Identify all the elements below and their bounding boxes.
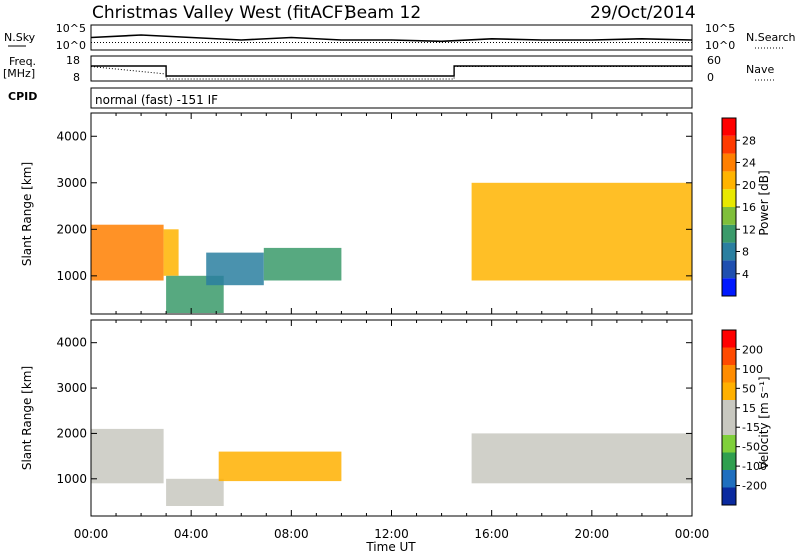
velocity-colorbar-label: Velocity [m s⁻¹] xyxy=(757,376,771,469)
colorbar-tick-label: -200 xyxy=(742,480,767,493)
colorbar-segment xyxy=(722,153,736,172)
colorbar-segment xyxy=(722,435,736,453)
scatter-region xyxy=(206,252,264,286)
time-tick-label: 00:00 xyxy=(74,527,109,541)
colorbar-segment xyxy=(722,400,736,418)
power-axes: 1000 2000 3000 4000 xyxy=(56,113,693,314)
colorbar-segment xyxy=(722,382,736,400)
nsky-tick-bottom-right: 10^0 xyxy=(705,39,735,52)
y-tick-label: 4000 xyxy=(56,336,87,350)
cpid-panel-frame xyxy=(90,87,693,109)
freq-tick-bottom: 8 xyxy=(73,71,80,84)
nave-series-line xyxy=(90,66,692,80)
scatter-region xyxy=(91,428,164,484)
freq-series-line xyxy=(91,65,692,77)
y-tick-label: 2000 xyxy=(56,426,87,440)
nave-tick-top: 60 xyxy=(707,54,721,67)
freq-lines xyxy=(90,65,692,80)
nsky-lines xyxy=(90,34,693,43)
colorbar-tick-label: -50 xyxy=(742,441,760,454)
nsky-label: N.Sky xyxy=(4,31,36,44)
colorbar-segment xyxy=(722,242,736,261)
velocity-axes: 1000 2000 3000 4000 xyxy=(56,320,693,516)
colorbar-tick-label: 16 xyxy=(742,201,756,214)
nsky-tick-top-right: 10^5 xyxy=(705,22,735,35)
colorbar-segment xyxy=(722,207,736,225)
colorbar-tick-label: 12 xyxy=(742,223,756,236)
date-label: 29/Oct/2014 xyxy=(590,3,696,23)
colorbar-tick-label: 200 xyxy=(742,343,763,356)
time-tick-label: 00:00 xyxy=(675,527,710,541)
scatter-region xyxy=(166,478,224,506)
colorbar-tick-label: 20 xyxy=(742,179,756,192)
y-tick-label: 1000 xyxy=(56,269,87,283)
time-tick-label: 20:00 xyxy=(575,527,610,541)
scatter-region xyxy=(263,247,342,281)
colorbar-tick-label: -15 xyxy=(742,421,760,434)
y-tick-label: 3000 xyxy=(56,381,87,395)
colorbar-segment xyxy=(722,224,736,243)
colorbar-segment xyxy=(722,417,736,435)
y-tick-label: 3000 xyxy=(56,176,87,190)
scatter-region xyxy=(91,224,164,281)
scatter-region xyxy=(218,451,342,482)
time-tick-label: 04:00 xyxy=(174,527,209,541)
time-axis-label: Time UT xyxy=(365,540,416,554)
colorbar-segment xyxy=(722,278,736,296)
nsearch-label: N.Search xyxy=(746,31,796,44)
colorbar-segment xyxy=(722,365,736,383)
colorbar-segment xyxy=(722,171,736,190)
colorbar-segment xyxy=(722,135,736,154)
station-title: Christmas Valley West (fitACF) xyxy=(92,3,350,23)
nsky-tick-top-left: 10^5 xyxy=(56,22,86,35)
scatter-region xyxy=(471,182,692,281)
colorbar-tick-label: -100 xyxy=(742,460,767,473)
colorbar-segment xyxy=(722,189,736,207)
colorbar-tick-label: 24 xyxy=(742,157,756,170)
colorbar-tick-label: 8 xyxy=(742,246,749,259)
colorbar-segment xyxy=(722,330,736,348)
power-heatmap-cells xyxy=(91,182,692,313)
power-colorbar: 28 24 20 16 12 8 4 xyxy=(721,117,756,297)
power-colorbar-label: Power [dB] xyxy=(757,170,771,235)
freq-panel-frame xyxy=(90,55,693,82)
nave-label: Nave xyxy=(746,63,774,76)
y-tick-label: 2000 xyxy=(56,222,87,236)
freq-unit-label: [MHz] xyxy=(3,67,35,80)
nsky-series-line xyxy=(90,34,693,43)
cpid-value: normal (fast) -151 IF xyxy=(95,93,218,107)
y-tick-label: 4000 xyxy=(56,129,87,143)
time-tick-label: 12:00 xyxy=(374,527,409,541)
colorbar-frame xyxy=(721,329,737,506)
colorbar-tick-label: 4 xyxy=(742,268,749,281)
colorbar-segment xyxy=(722,470,736,488)
time-tick-label: 16:00 xyxy=(474,527,509,541)
time-tick-labels: 00:00 04:00 08:00 12:00 16:00 20:00 00:00 xyxy=(74,527,710,541)
beam-label: Beam 12 xyxy=(345,3,421,23)
colorbar-segment xyxy=(722,347,736,365)
velocity-heatmap-cells xyxy=(91,428,692,506)
colorbar-tick-label: 15 xyxy=(742,402,756,415)
freq-tick-top: 18 xyxy=(66,54,80,67)
cpid-label: CPID xyxy=(8,90,37,103)
colorbar-tick-label: 50 xyxy=(742,382,756,395)
nave-tick-bottom: 0 xyxy=(707,71,714,84)
colorbar-segment xyxy=(722,118,736,136)
y-tick-label: 1000 xyxy=(56,472,87,486)
colorbar-segment xyxy=(722,452,736,470)
nsky-tick-bottom-left: 10^0 xyxy=(56,39,86,52)
velocity-ylabel: Slant Range [km] xyxy=(20,366,34,470)
time-tick-label: 08:00 xyxy=(274,527,309,541)
colorbar-segment xyxy=(722,260,736,279)
velocity-colorbar: 200 100 50 15 -15 -50 -100 -200 xyxy=(721,329,767,506)
freq-label: Freq. xyxy=(9,55,36,68)
scatter-region xyxy=(471,433,692,484)
colorbar-segment xyxy=(722,487,736,505)
colorbar-tick-label: 28 xyxy=(742,134,756,147)
scatter-region xyxy=(163,229,179,276)
colorbar-tick-label: 100 xyxy=(742,363,763,376)
power-ylabel: Slant Range [km] xyxy=(20,162,34,266)
